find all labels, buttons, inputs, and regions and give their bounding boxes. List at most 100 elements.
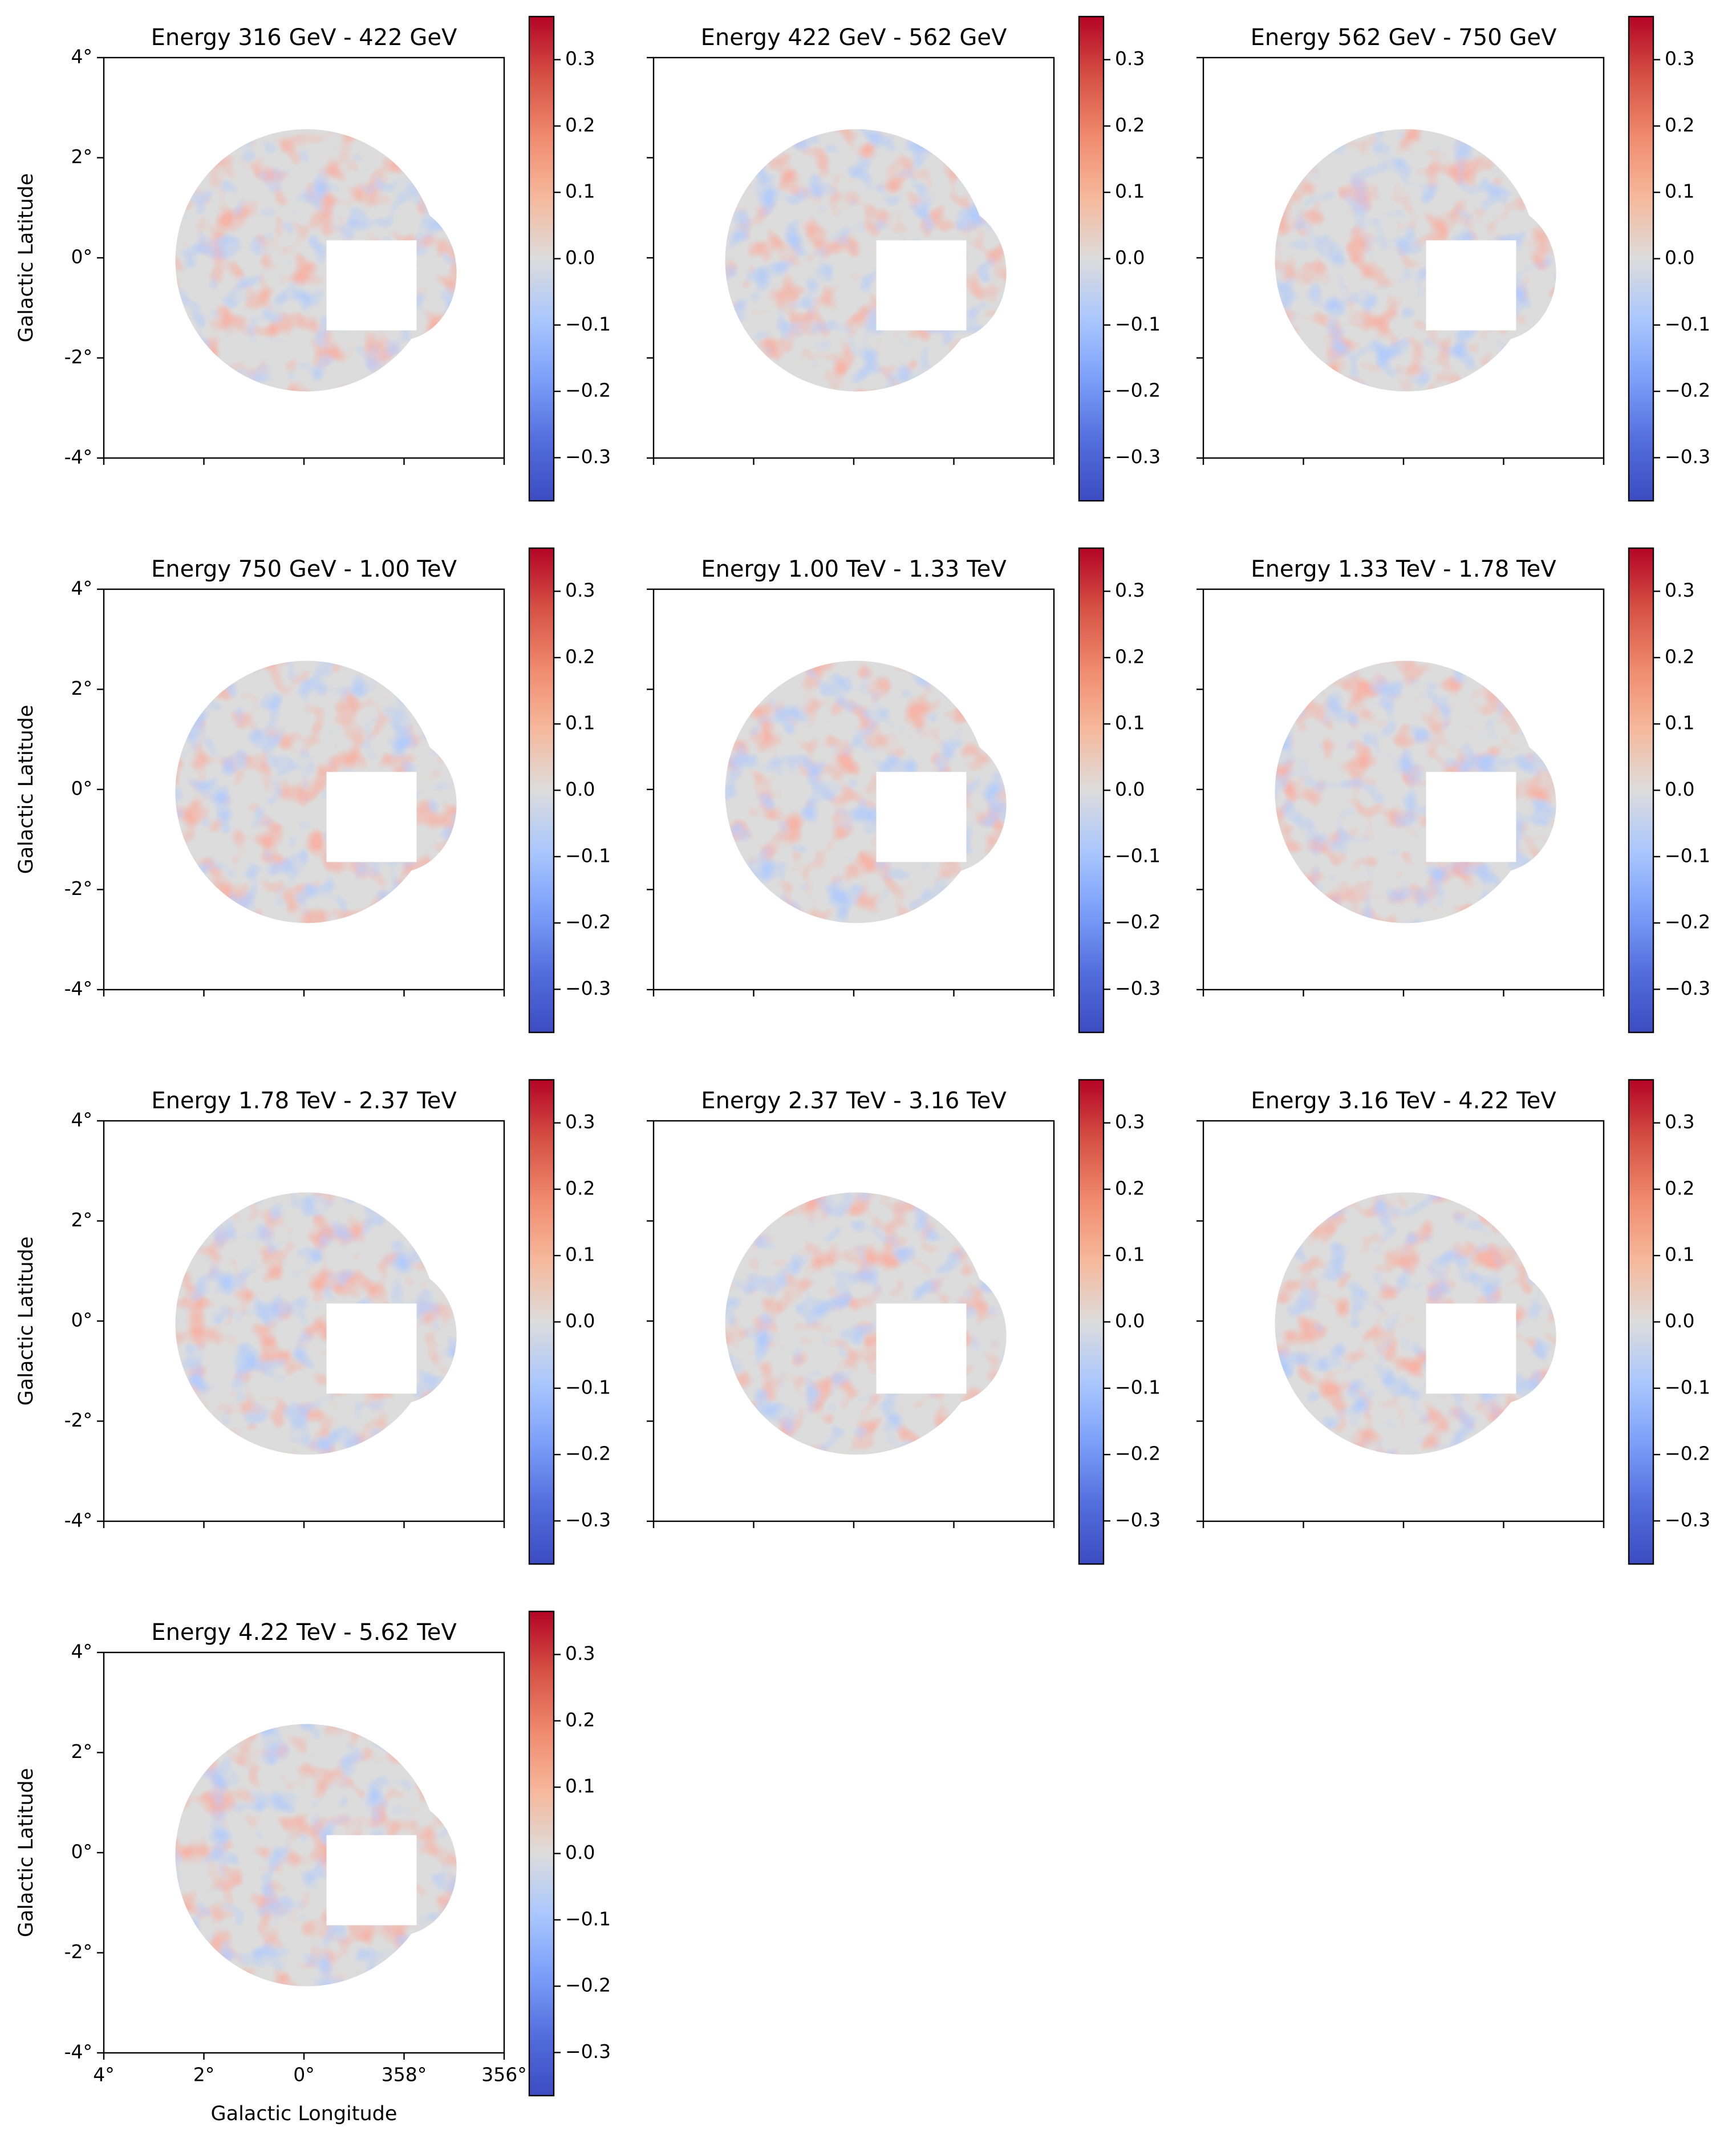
colorbar-tick-label: 0.1	[1115, 712, 1145, 734]
x-tick-label: 0°	[293, 2064, 315, 2086]
y-axis-label: Galactic Latitude	[15, 1768, 38, 1938]
colorbar-tick-label: 0.2	[1665, 1177, 1694, 1199]
colorbar-tick-label: 0.1	[1115, 1243, 1145, 1266]
y-tick-label: -2°	[64, 1409, 92, 1431]
colorbar-tick-label: 0.3	[1115, 1111, 1145, 1133]
colorbar-tick-label: −0.2	[565, 379, 611, 402]
colorbar-tick-label: −0.3	[565, 445, 611, 468]
colorbar-tick-label: −0.3	[565, 1509, 611, 1531]
colorbar	[529, 1611, 554, 2096]
colorbar	[1079, 1080, 1104, 1564]
colorbar-tick-label: −0.2	[1665, 911, 1710, 933]
y-tick-label: -4°	[64, 446, 92, 468]
colorbar-tick-label: −0.2	[565, 911, 611, 933]
colorbar	[1629, 17, 1653, 501]
colorbar-tick-label: 0.1	[565, 180, 595, 202]
colorbar-tick-label: −0.3	[1665, 445, 1710, 468]
colorbar-tick-label: 0.0	[1115, 1310, 1145, 1332]
colorbar-tick-label: −0.3	[1665, 1509, 1710, 1531]
colorbar-tick-label: 0.0	[565, 1310, 595, 1332]
y-axis-label: Galactic Latitude	[15, 173, 38, 343]
sky-map	[175, 1724, 457, 1987]
y-tick-label: 4°	[71, 577, 93, 599]
colorbar-tick-label: 0.0	[565, 778, 595, 800]
colorbar-tick-label: −0.3	[565, 977, 611, 999]
excluded-region	[1426, 240, 1516, 331]
excluded-region	[1426, 772, 1516, 862]
colorbar-tick-label: 0.0	[1665, 246, 1694, 269]
colorbar-tick-label: 0.3	[1665, 47, 1694, 70]
colorbar-tick-label: 0.2	[565, 114, 595, 136]
excluded-region	[326, 772, 417, 862]
colorbar-tick-label: −0.3	[1665, 977, 1710, 999]
y-tick-label: -2°	[64, 346, 92, 368]
subplot-title: Energy 562 GeV - 750 GeV	[1251, 25, 1557, 51]
sky-map	[175, 661, 457, 923]
colorbar-tick-label: 0.0	[565, 1841, 595, 1863]
colorbar-tick-label: 0.2	[1115, 645, 1145, 667]
colorbar-tick-label: 0.1	[1665, 180, 1694, 202]
colorbar-tick-label: 0.1	[565, 1243, 595, 1266]
colorbar	[529, 1080, 554, 1564]
subplot-title: Energy 750 GeV - 1.00 TeV	[151, 556, 457, 582]
colorbar-tick-label: −0.2	[565, 1443, 611, 1465]
colorbar-tick-label: 0.3	[565, 47, 595, 70]
colorbar-tick-label: 0.3	[1115, 579, 1145, 601]
colorbar-tick-label: 0.2	[1665, 114, 1694, 136]
colorbar-tick-label: 0.3	[1115, 47, 1145, 70]
colorbar-tick-label: −0.2	[565, 1974, 611, 1996]
subplot-title: Energy 2.37 TeV - 3.16 TeV	[701, 1088, 1007, 1114]
colorbar-tick-label: −0.1	[565, 1907, 611, 1930]
x-tick-label: 358°	[382, 2064, 427, 2086]
subplot: Energy 3.16 TeV - 4.22 TeV −0.3 −0.2 −0.1 0.…	[1196, 1079, 1710, 1565]
map-texture	[175, 1724, 457, 1987]
colorbar-tick-label: 0.1	[1115, 180, 1145, 202]
colorbar-tick-label: −0.1	[565, 844, 611, 866]
colorbar	[1629, 1080, 1653, 1564]
subplot: Energy 1.33 TeV - 1.78 TeV −0.3 −0.2 −0.1 0.…	[1196, 547, 1710, 1034]
y-tick-label: 2°	[71, 145, 93, 168]
y-tick-label: 4°	[71, 46, 93, 68]
sky-map	[725, 129, 1007, 392]
map-texture	[725, 129, 1007, 392]
sky-map	[725, 1192, 1007, 1455]
y-axis-label: Galactic Latitude	[15, 1237, 38, 1406]
subplot: Energy 1.78 TeV - 2.37 TeV -4° -2° 0° 2° 4° Ga…	[15, 1079, 611, 1565]
sky-map	[175, 129, 457, 392]
excluded-region	[326, 1303, 417, 1394]
colorbar-tick-label: −0.1	[1665, 844, 1710, 866]
colorbar-tick-label: 0.2	[1115, 114, 1145, 136]
subplot-title: Energy 1.00 TeV - 1.33 TeV	[701, 556, 1007, 582]
colorbar-tick-label: −0.1	[1115, 844, 1161, 866]
excluded-region	[326, 240, 417, 331]
subplot: Energy 562 GeV - 750 GeV −0.3 −0.2 −0.1 0.0 0…	[1196, 15, 1710, 502]
colorbar-tick-label: 0.2	[1115, 1177, 1145, 1199]
y-tick-label: -2°	[64, 877, 92, 900]
y-tick-label: -4°	[64, 2041, 92, 2063]
colorbar-tick-label: 0.1	[565, 712, 595, 734]
y-tick-label: 2°	[71, 1209, 93, 1231]
x-axis-label: Galactic Longitude	[211, 2102, 398, 2125]
map-texture	[725, 661, 1007, 923]
y-tick-label: -4°	[64, 978, 92, 1000]
colorbar-tick-label: −0.2	[1665, 1443, 1710, 1465]
map-texture	[175, 661, 457, 923]
y-tick-label: 4°	[71, 1640, 93, 1663]
y-tick-label: -2°	[64, 1940, 92, 1963]
map-texture	[1275, 1192, 1556, 1455]
y-tick-label: 0°	[71, 777, 93, 800]
colorbar-tick-label: 0.3	[1665, 1111, 1694, 1133]
colorbar-tick-label: 0.1	[565, 1775, 595, 1797]
colorbar-tick-label: 0.0	[1665, 1310, 1694, 1332]
colorbar-tick-label: −0.1	[1115, 313, 1161, 335]
colorbar	[1079, 17, 1104, 501]
colorbar-tick-label: −0.2	[1115, 911, 1161, 933]
colorbar	[529, 17, 554, 501]
x-tick-label: 4°	[93, 2064, 115, 2086]
colorbar-tick-label: 0.1	[1665, 1243, 1694, 1266]
x-tick-label: 356°	[481, 2064, 527, 2086]
colorbar	[529, 548, 554, 1032]
subplot-title: Energy 3.16 TeV - 4.22 TeV	[1251, 1088, 1556, 1114]
